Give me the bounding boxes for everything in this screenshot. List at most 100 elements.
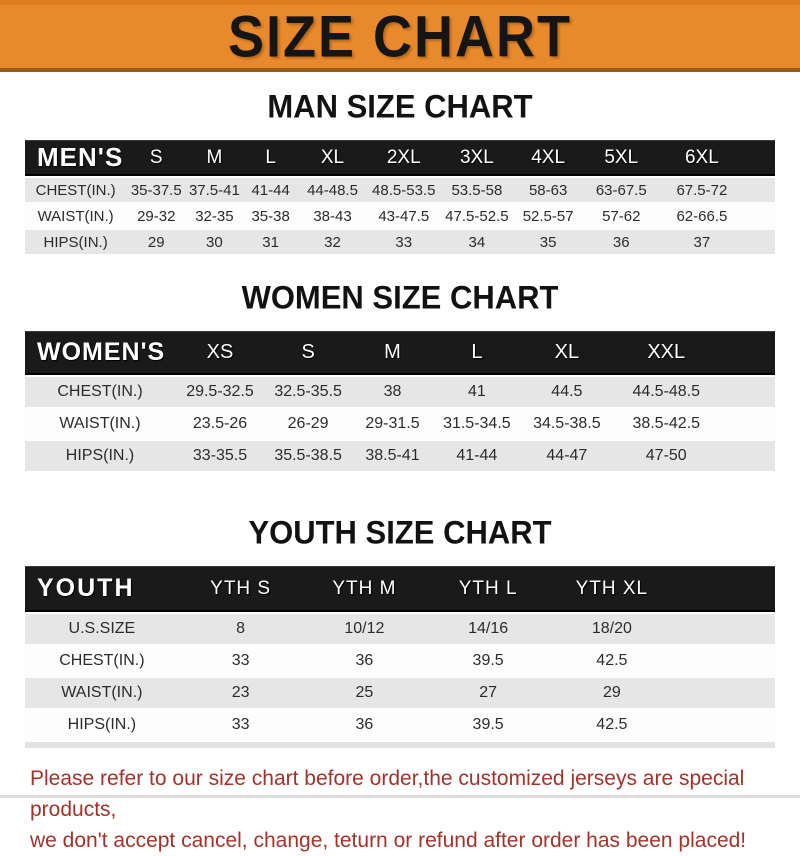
row-label: HIPS(IN.) [25,710,179,740]
size-value-cell: 36 [583,230,659,254]
women-section-title: WOMEN SIZE CHART [241,279,559,316]
size-value-cell: 32 [298,230,367,254]
size-chart-sections: MAN SIZE CHART MEN'S S M L XL 2XL 3XL 4XL 5XL 6XL… [0,88,800,748]
size-column-header: YTH L [426,566,550,612]
measurement-row: HIPS(IN.) 33 36 39.5 42.5 [25,710,775,740]
row-spacer-cell [745,230,775,254]
row-spacer-cell [745,204,775,228]
size-column-header: L [242,140,299,176]
row-spacer-cell [718,409,775,439]
size-value-cell: 25 [302,678,427,708]
size-value-cell: 35 [512,230,584,254]
header-spacer-cell [673,566,775,612]
page-bottom-divider [0,795,800,798]
row-spacer-cell [718,441,775,471]
size-value-cell: 35.5-38.5 [265,441,352,471]
size-value-cell: 30 [186,230,243,254]
size-column-header: M [186,140,243,176]
measurement-row: CHEST(IN.) 29.5-32.5 32.5-35.5 38 41 44.5 44.5… [25,377,775,407]
row-spacer-cell [673,646,775,676]
size-value-cell: 37 [658,230,745,254]
section-women: WOMEN SIZE CHART WOMEN'S XS S M L XL XXL CHEST(… [0,279,800,473]
size-value-cell: 43-47.5 [366,204,442,228]
size-value-cell: 29 [550,678,674,708]
measurement-row: U.S.SIZE 8 10/12 14/16 18/20 [25,614,775,644]
size-value-cell: 39.5 [426,646,550,676]
size-value-cell: 33 [178,710,303,740]
size-value-cell: 35-38 [242,204,299,228]
measurement-row: CHEST(IN.) 35-37.5 37.5-41 41-44 44-48.5 48.5… [25,178,775,202]
men-section-title: MAN SIZE CHART [267,88,533,125]
size-value-cell: 53.5-58 [441,178,513,202]
size-value-cell: 42.5 [550,710,674,740]
size-value-cell: 44.5-48.5 [613,377,719,407]
table-bottom-strip [25,742,775,748]
size-value-cell: 36 [302,710,427,740]
size-value-cell: 23 [178,678,303,708]
header-spacer-cell [745,140,775,176]
section-youth: YOUTH SIZE CHART YOUTH YTH S YTH M YTH L YTH… [0,514,800,748]
measurement-row: CHEST(IN.) 33 36 39.5 42.5 [25,646,775,676]
row-label: CHEST(IN.) [25,377,175,407]
size-value-cell: 41-44 [242,178,299,202]
size-column-header: M [351,331,434,375]
size-value-cell: 32.5-35.5 [265,377,352,407]
size-column-header: 6XL [658,140,745,176]
size-value-cell: 14/16 [426,614,550,644]
row-spacer-cell [718,377,775,407]
size-value-cell: 67.5-72 [658,178,745,202]
size-value-cell: 31.5-34.5 [433,409,520,439]
women-size-table: WOMEN'S XS S M L XL XXL CHEST(IN.) 29.5-32.5 32.5… [25,329,775,473]
size-value-cell: 42.5 [550,646,674,676]
size-column-header: S [126,140,187,176]
row-label: HIPS(IN.) [25,441,175,471]
size-value-cell: 34.5-38.5 [520,409,614,439]
row-spacer-cell [673,678,775,708]
size-value-cell: 41 [433,377,520,407]
size-column-header: S [265,331,352,375]
measurement-row: WAIST(IN.) 29-32 32-35 35-38 38-43 43-47.5 47.… [25,204,775,228]
size-column-header: XXL [613,331,719,375]
row-label: CHEST(IN.) [25,178,127,202]
row-label: WAIST(IN.) [25,409,175,439]
size-value-cell: 29-32 [126,204,187,228]
size-column-header: 5XL [583,140,659,176]
size-value-cell: 31 [242,230,299,254]
size-column-header: XS [175,331,265,375]
disclaimer-line-1: Please refer to our size chart before or… [30,767,745,821]
measurement-row: WAIST(IN.) 23 25 27 29 [25,678,775,708]
size-value-cell: 10/12 [302,614,427,644]
disclaimer-line-2: we don't accept cancel, change, teturn o… [30,829,747,852]
measurement-row: HIPS(IN.) 29 30 31 32 33 34 35 36 37 [25,230,775,254]
size-value-cell: 33-35.5 [175,441,265,471]
size-value-cell: 57-62 [583,204,659,228]
size-value-cell: 37.5-41 [186,178,243,202]
size-value-cell: 44-47 [520,441,614,471]
row-label: WAIST(IN.) [25,678,179,708]
size-value-cell: 18/20 [550,614,674,644]
disclaimer: Please refer to our size chart before or… [30,763,800,856]
measurement-row: WAIST(IN.) 23.5-26 26-29 29-31.5 31.5-34.5 34… [25,409,775,439]
size-value-cell: 38.5-41 [351,441,434,471]
youth-section-title: YOUTH SIZE CHART [248,514,552,551]
size-value-cell: 36 [302,646,427,676]
size-value-cell: 32-35 [186,204,243,228]
size-value-cell: 23.5-26 [175,409,265,439]
size-value-cell: 48.5-53.5 [366,178,442,202]
size-value-cell: 33 [178,646,303,676]
row-label: U.S.SIZE [25,614,179,644]
size-column-header: YTH M [302,566,427,612]
measurement-row: HIPS(IN.) 33-35.5 35.5-38.5 38.5-41 41-44 44-… [25,441,775,471]
size-value-cell: 29-31.5 [351,409,434,439]
size-value-cell: 39.5 [426,710,550,740]
size-column-header: L [433,331,520,375]
table-corner-label: YOUTH [25,566,179,612]
row-spacer-cell [673,614,775,644]
size-value-cell: 62-66.5 [658,204,745,228]
row-label: HIPS(IN.) [25,230,127,254]
size-column-header: 3XL [441,140,513,176]
size-value-cell: 33 [366,230,442,254]
size-value-cell: 34 [441,230,513,254]
men-size-table: MEN'S S M L XL 2XL 3XL 4XL 5XL 6XL CHEST(IN.) 35-37… [25,138,775,256]
size-value-cell: 58-63 [512,178,584,202]
